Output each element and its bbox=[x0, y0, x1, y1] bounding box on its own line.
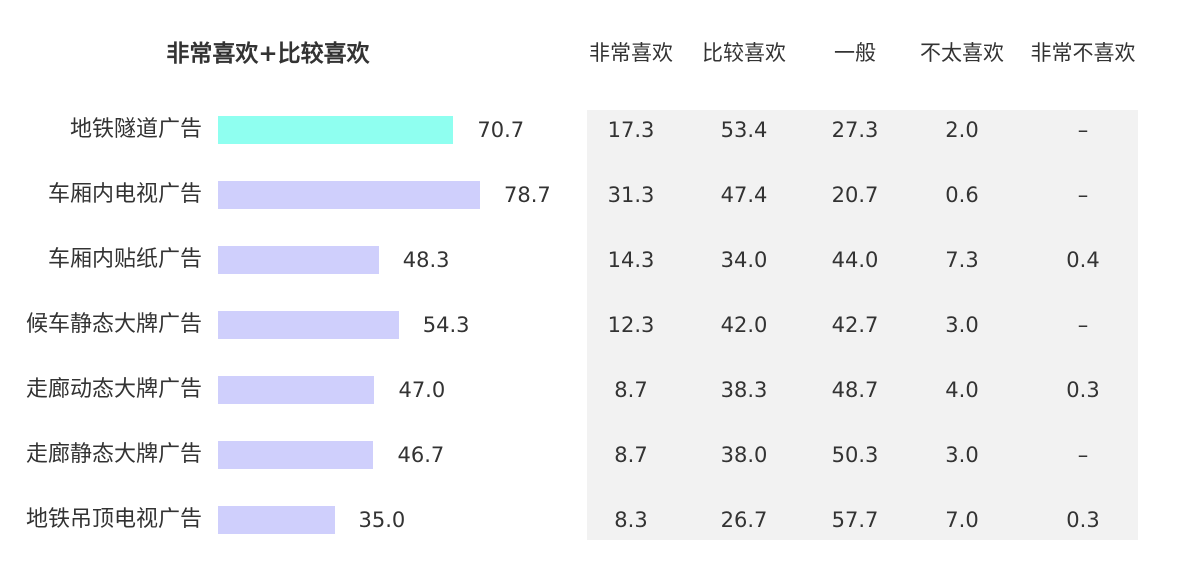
column-header: 非常不喜欢 bbox=[1030, 41, 1136, 65]
category-label: 车厢内贴纸广告 bbox=[47, 247, 202, 272]
table-cell: 0.3 bbox=[1066, 378, 1100, 402]
table-cell: 48.7 bbox=[831, 378, 879, 402]
table-cell: 27.3 bbox=[831, 118, 879, 142]
category-label: 候车静态大牌广告 bbox=[25, 312, 202, 337]
table-cell: 14.3 bbox=[607, 248, 655, 272]
table-cell: 42.0 bbox=[720, 313, 768, 337]
column-header: 比较喜欢 bbox=[702, 41, 786, 65]
table-cell: – bbox=[1077, 443, 1089, 467]
bar-value-label: 35.0 bbox=[358, 508, 406, 532]
table-cell: 34.0 bbox=[720, 248, 768, 272]
category-label: 地铁隧道广告 bbox=[69, 117, 202, 142]
category-label: 走廊动态大牌广告 bbox=[25, 377, 202, 402]
table-cell: 3.0 bbox=[945, 313, 979, 337]
table-cell: 53.4 bbox=[720, 118, 768, 142]
column-header: 非常喜欢 bbox=[589, 41, 673, 65]
table-cell: 12.3 bbox=[607, 313, 655, 337]
bar bbox=[218, 376, 375, 404]
table-cell: 57.7 bbox=[831, 508, 879, 532]
table-background bbox=[587, 110, 1138, 540]
chart-title: 非常喜欢+比较喜欢 bbox=[166, 41, 370, 67]
table-cell: 2.0 bbox=[945, 118, 979, 142]
table-cell: 17.3 bbox=[607, 118, 655, 142]
table-cell: – bbox=[1077, 118, 1089, 142]
column-header: 不太喜欢 bbox=[920, 41, 1004, 65]
table-cell: 8.3 bbox=[614, 508, 648, 532]
table-cell: 50.3 bbox=[831, 443, 879, 467]
table-cell: 8.7 bbox=[614, 443, 648, 467]
category-label: 走廊静态大牌广告 bbox=[25, 442, 202, 467]
category-label: 地铁吊顶电视广告 bbox=[25, 507, 202, 532]
table-cell: 38.0 bbox=[720, 443, 768, 467]
bar bbox=[218, 311, 399, 339]
bar bbox=[218, 441, 374, 469]
bar-value-label: 78.7 bbox=[504, 183, 551, 207]
bar-value-label: 48.3 bbox=[402, 248, 450, 272]
table-cell: 0.4 bbox=[1066, 248, 1100, 272]
bar-value-label: 54.3 bbox=[422, 313, 470, 337]
column-header: 一般 bbox=[834, 41, 876, 65]
bar-value-label: 46.7 bbox=[397, 443, 445, 467]
table-cell: 0.6 bbox=[945, 183, 979, 207]
bar-value-label: 47.0 bbox=[398, 378, 446, 402]
table-cell: 44.0 bbox=[831, 248, 879, 272]
category-label: 车厢内电视广告 bbox=[47, 182, 202, 207]
table-cell: 31.3 bbox=[607, 183, 655, 207]
bar bbox=[218, 181, 480, 209]
bar bbox=[218, 116, 454, 144]
table-cell: 42.7 bbox=[831, 313, 879, 337]
table-cell: – bbox=[1077, 183, 1089, 207]
table-cell: 20.7 bbox=[831, 183, 879, 207]
table-cell: 4.0 bbox=[945, 378, 979, 402]
table-cell: 7.0 bbox=[945, 508, 979, 532]
table-cell: 3.0 bbox=[945, 443, 979, 467]
table-cell: – bbox=[1077, 313, 1089, 337]
bar bbox=[218, 246, 379, 274]
bar-value-label: 70.7 bbox=[477, 118, 525, 142]
bar bbox=[218, 506, 335, 534]
table-cell: 38.3 bbox=[720, 378, 768, 402]
table-cell: 8.7 bbox=[614, 378, 648, 402]
table-cell: 0.3 bbox=[1066, 508, 1100, 532]
table-cell: 26.7 bbox=[720, 508, 768, 532]
table-cell: 7.3 bbox=[945, 248, 979, 272]
table-cell: 47.4 bbox=[720, 183, 768, 207]
